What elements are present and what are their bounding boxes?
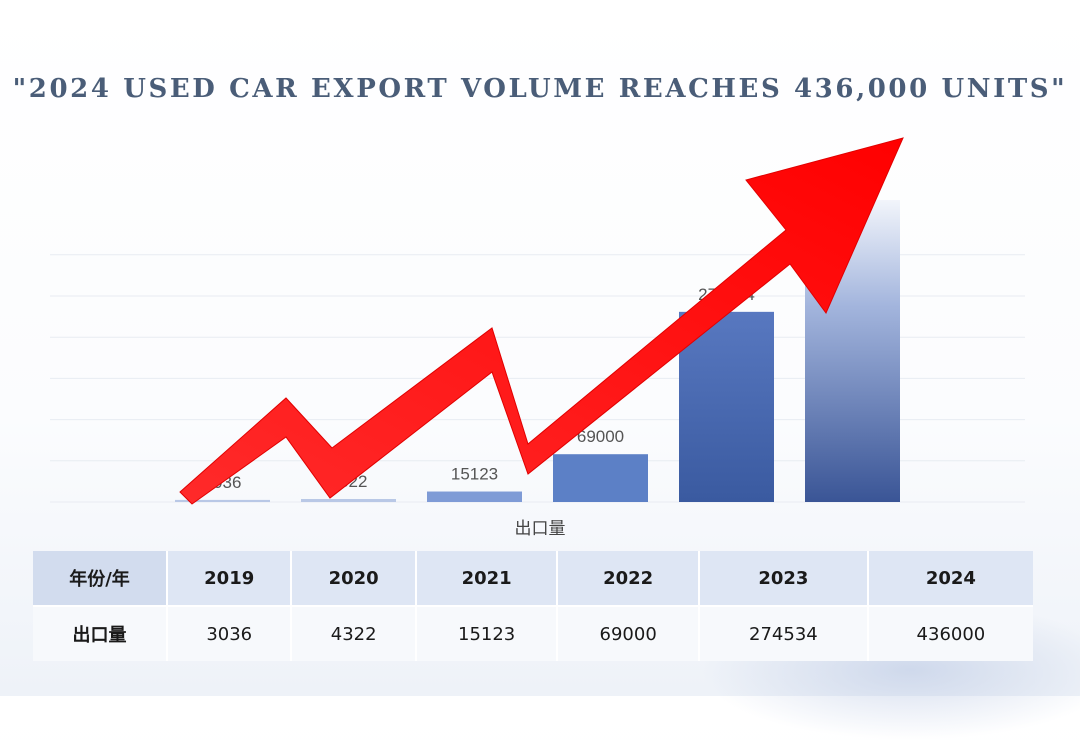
year-cell: 2020 — [292, 551, 417, 605]
value-cell: 436000 — [868, 605, 1033, 661]
bar-2021 — [427, 491, 522, 502]
bar-2019 — [175, 499, 270, 502]
value-cell: 69000 — [558, 605, 700, 661]
chart-title: "2024 USED CAR EXPORT VOLUME REACHES 436… — [12, 74, 1068, 104]
header-label-cell: 年份/年 — [33, 551, 168, 605]
data-label-2022: 69000 — [577, 427, 624, 446]
value-cell: 15123 — [416, 605, 559, 661]
year-cell: 2024 — [868, 551, 1033, 605]
x-axis-label: 出口量 — [514, 519, 566, 539]
bar-2023 — [679, 311, 774, 502]
value-cell: 3036 — [168, 605, 293, 661]
bar-2020 — [301, 499, 396, 502]
table-header-row: 年份/年 2019 2020 2021 2022 2023 2024 — [33, 551, 1033, 605]
year-cell: 2019 — [168, 551, 293, 605]
rising-arrow-annotation — [179, 137, 904, 505]
row-label-cell: 出口量 — [33, 605, 168, 661]
year-cell: 2022 — [558, 551, 700, 605]
year-cell: 2021 — [416, 551, 559, 605]
value-cell: 4322 — [292, 605, 417, 661]
value-cell: 274534 — [699, 605, 869, 661]
bar-2022 — [553, 454, 648, 502]
data-label-2021: 15123 — [451, 465, 498, 484]
year-cell: 2023 — [699, 551, 869, 605]
data-table: 年份/年 2019 2020 2021 2022 2023 2024 出口量 3… — [33, 551, 1033, 661]
table-value-row: 出口量 3036 4322 15123 69000 274534 436000 — [33, 605, 1033, 661]
